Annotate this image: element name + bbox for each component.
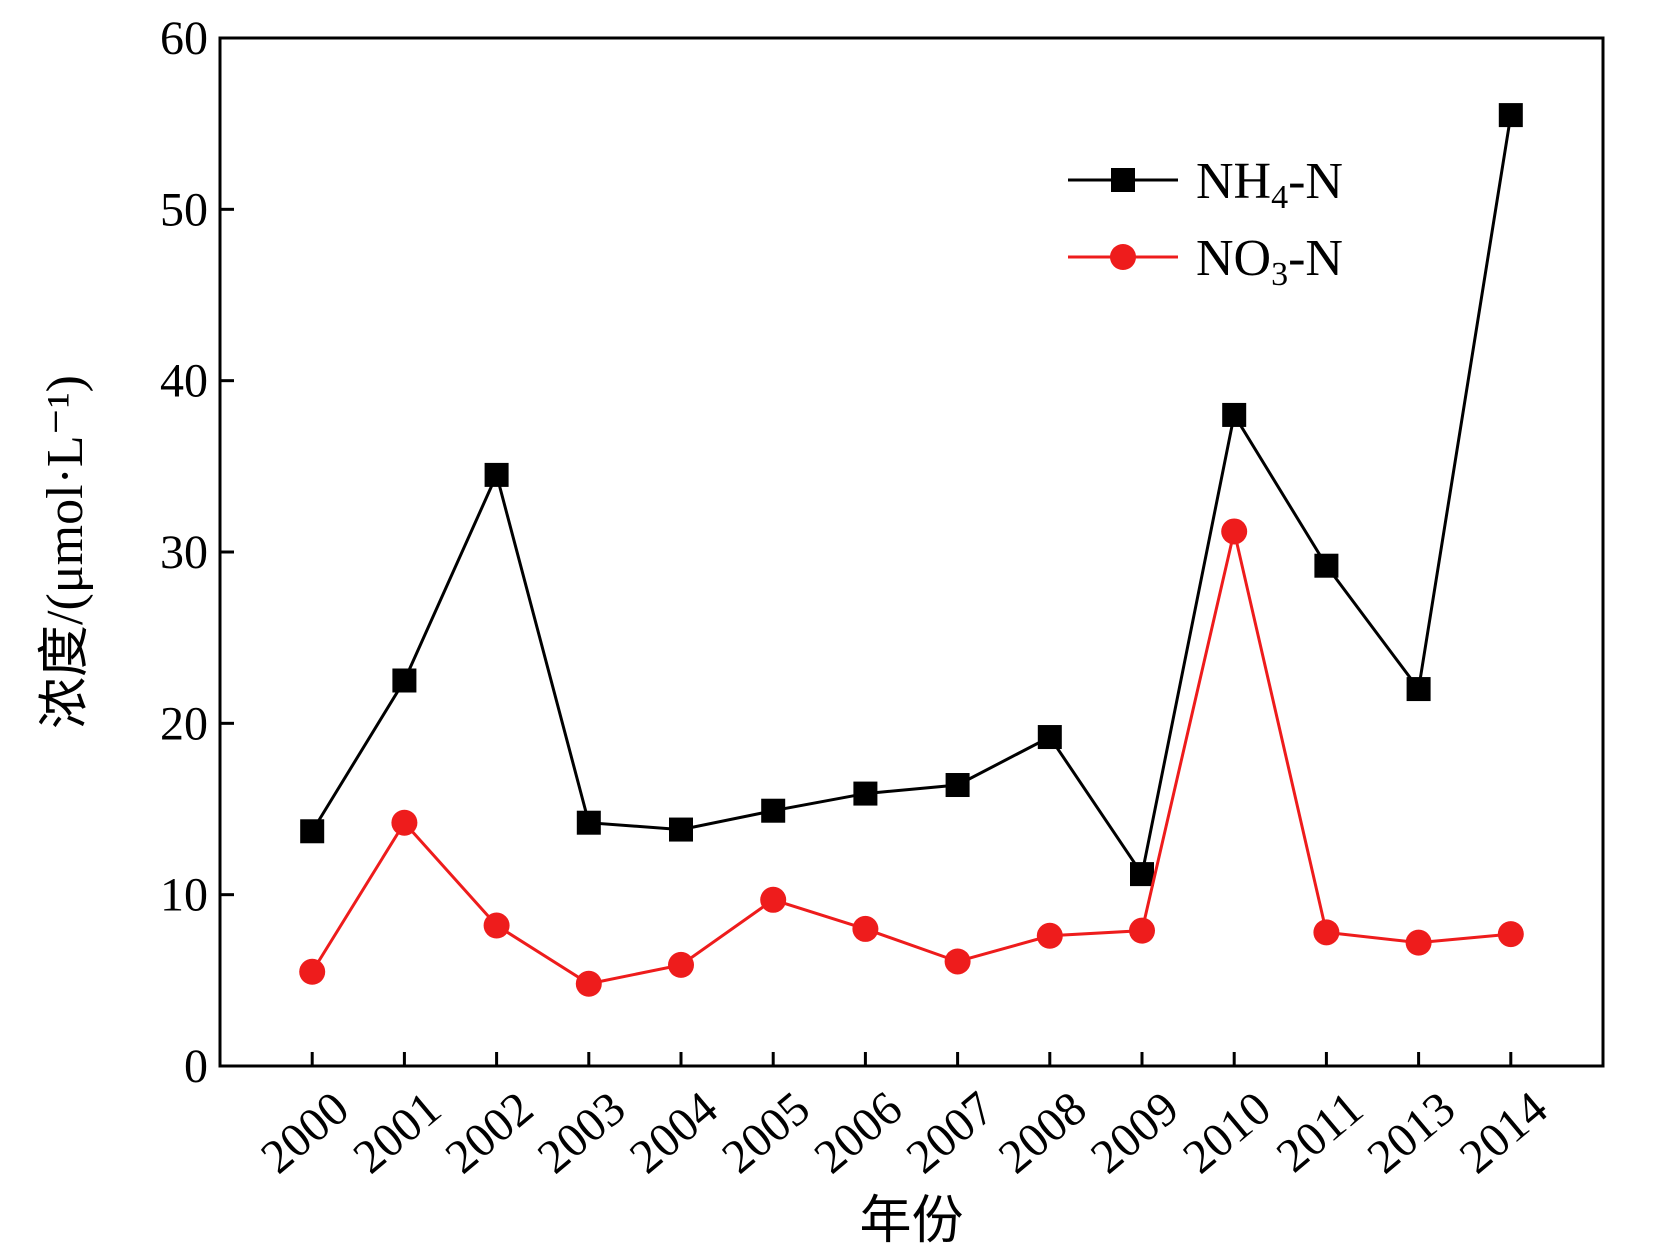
y-axis: 0 10 20 30 40 50 60	[160, 12, 234, 1093]
x-tick-label-2008: 2008	[989, 1082, 1097, 1184]
point-NO3-N-2004	[668, 951, 694, 978]
x-tick-label-2001: 2001	[343, 1082, 451, 1184]
x-tick-label-2006: 2006	[804, 1082, 912, 1184]
x-tick-label-2014: 2014	[1450, 1082, 1558, 1184]
point-NH4-N-2011	[1314, 553, 1339, 578]
legend-label-main: NH	[1196, 153, 1271, 210]
x-tick-label-2002: 2002	[436, 1082, 544, 1184]
legend-label-main: NO	[1196, 230, 1271, 287]
y-tick-label-30: 30	[160, 526, 208, 579]
x-tick-label-2009: 2009	[1081, 1082, 1189, 1184]
x-tick-label-2011: 2011	[1267, 1082, 1373, 1183]
point-NO3-N-2008	[1036, 922, 1063, 949]
legend-marker-square	[1111, 168, 1135, 192]
legend-label-tail: -N	[1288, 153, 1343, 210]
y-tick-label-50: 50	[160, 183, 208, 236]
legend-label-subscript: 4	[1271, 179, 1288, 216]
point-NO3-N-2005	[760, 886, 787, 913]
legend-label-subscript: 3	[1271, 256, 1288, 293]
point-NO3-N-2002	[483, 912, 510, 939]
point-NH4-N-2014	[1498, 103, 1523, 128]
point-NO3-N-2007	[944, 948, 971, 975]
x-axis: 2000200120022003200420052006200720082009…	[251, 1052, 1557, 1184]
y-axis-title: 浓度/(μmol·L⁻¹)	[37, 375, 94, 729]
x-axis-title: 年份	[859, 1193, 963, 1247]
point-NH4-N-2010	[1222, 402, 1247, 427]
y-tick-label-60: 60	[160, 12, 208, 65]
point-NO3-N-2001	[391, 809, 418, 836]
point-NO3-N-2010	[1221, 518, 1248, 545]
point-NH4-N-2005	[761, 798, 786, 823]
y-tick-label-0: 0	[184, 1040, 208, 1093]
point-NH4-N-2003	[576, 810, 601, 835]
legend-label-tail: -N	[1288, 230, 1343, 287]
point-NO3-N-2000	[299, 958, 326, 985]
point-NO3-N-2013	[1405, 929, 1432, 956]
point-NH4-N-2000	[300, 819, 325, 844]
point-NO3-N-2011	[1313, 919, 1340, 946]
series-layer	[299, 103, 1524, 997]
legend-label-NH4-N: NH4-N	[1196, 153, 1343, 216]
x-tick-label-2007: 2007	[897, 1082, 1005, 1184]
legend-marker-circle	[1110, 244, 1136, 270]
series-NO3-N	[299, 518, 1524, 997]
y-tick-label-10: 10	[160, 869, 208, 922]
plot-area-frame	[218, 36, 1605, 1068]
x-tick-label-2000: 2000	[251, 1082, 359, 1184]
x-tick-label-2010: 2010	[1173, 1082, 1281, 1184]
point-NH4-N-2004	[669, 817, 693, 842]
point-NH4-N-2007	[945, 773, 970, 798]
point-NH4-N-2001	[392, 668, 417, 693]
legend-item-NO3-N: NO3-N	[1068, 230, 1343, 293]
point-NO3-N-2009	[1129, 917, 1155, 944]
series-NH4-N	[300, 103, 1523, 887]
point-NO3-N-2006	[852, 915, 879, 942]
x-tick-label-2003: 2003	[528, 1082, 636, 1184]
point-NH4-N-2008	[1037, 725, 1062, 750]
y-tick-label-20: 20	[160, 697, 208, 750]
point-NO3-N-2014	[1497, 921, 1524, 948]
x-tick-label-2005: 2005	[712, 1082, 820, 1184]
y-tick-label-40: 40	[160, 355, 208, 408]
x-tick-label-2013: 2013	[1358, 1082, 1466, 1184]
series-line-NH4-N	[310, 114, 1513, 878]
point-NH4-N-2006	[853, 781, 878, 806]
point-NO3-N-2003	[575, 970, 602, 997]
point-NH4-N-2009	[1130, 862, 1154, 887]
x-tick-label-2004: 2004	[620, 1082, 728, 1184]
point-NH4-N-2002	[484, 462, 509, 487]
legend-label-NO3-N: NO3-N	[1196, 230, 1343, 293]
point-NH4-N-2013	[1406, 677, 1431, 702]
legend-item-NH4-N: NH4-N	[1068, 153, 1343, 216]
series-line-NO3-N	[310, 531, 1511, 986]
